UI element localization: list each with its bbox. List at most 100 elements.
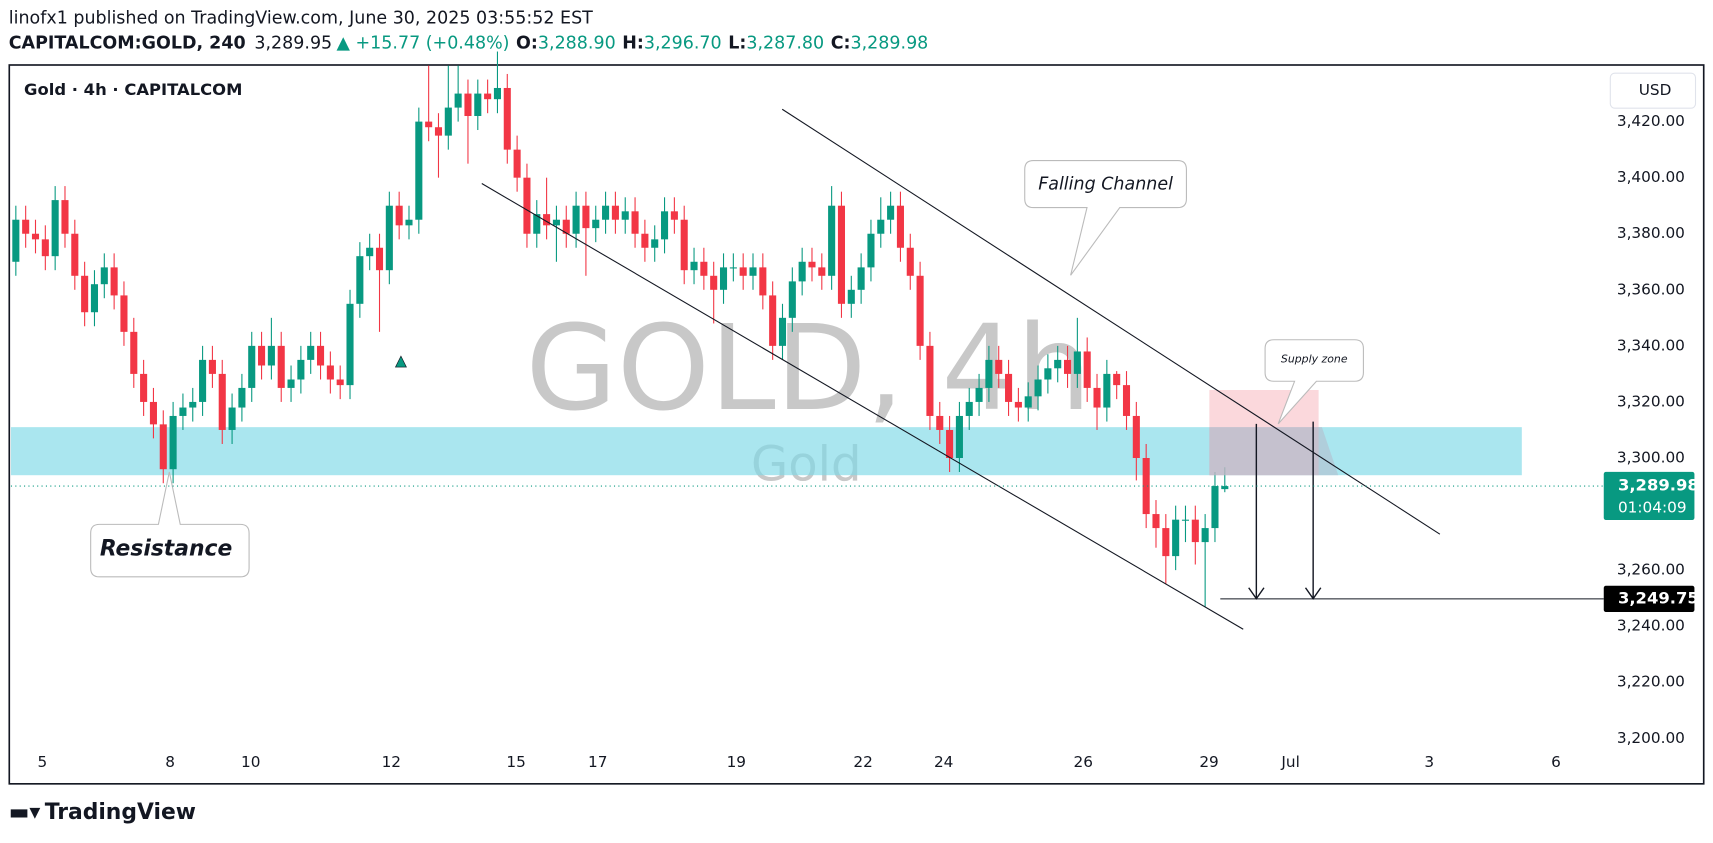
- callout: Supply zone: [1264, 339, 1364, 425]
- candle-body: [297, 359, 305, 380]
- candle-body: [523, 177, 531, 234]
- candle-body: [100, 267, 108, 285]
- candle-body: [464, 93, 472, 117]
- callout: Falling Channel: [1024, 160, 1187, 276]
- candle-body: [385, 205, 393, 271]
- candle-body: [267, 345, 275, 366]
- x-tick-label: 3: [1424, 753, 1434, 771]
- candle-body: [61, 200, 69, 234]
- x-tick-label: 29: [1199, 753, 1218, 771]
- candle-body: [336, 379, 344, 386]
- candle-body: [287, 379, 295, 388]
- candle-body: [700, 261, 708, 276]
- candle-body: [621, 211, 629, 220]
- c-label: C:: [831, 34, 851, 54]
- candle-body: [1044, 368, 1052, 380]
- candle-body: [1024, 396, 1032, 408]
- candle-body: [729, 267, 737, 269]
- y-tick-label: 3,340.00: [1617, 336, 1685, 354]
- candle-body: [769, 295, 777, 346]
- candle-body: [710, 275, 718, 290]
- x-tick-label: 6: [1551, 753, 1561, 771]
- candle-body: [81, 275, 89, 313]
- candle-body: [1014, 401, 1022, 408]
- supply-zone-overlay: [1209, 427, 1339, 476]
- o: 3,288.90: [538, 34, 616, 54]
- candle-body: [307, 345, 315, 360]
- last-price-label: 3,289.98: [1618, 476, 1699, 495]
- candle-body: [641, 233, 649, 248]
- x-tick-label: 15: [506, 753, 525, 771]
- candle-body: [1211, 486, 1219, 529]
- candle-body: [552, 219, 560, 226]
- candle-body: [759, 267, 767, 296]
- candle-body: [395, 205, 403, 226]
- x-tick-label: 17: [588, 753, 607, 771]
- candle-body: [1113, 373, 1121, 386]
- callout-box: [90, 471, 250, 578]
- candle-body: [1181, 519, 1190, 521]
- candle-body: [110, 267, 118, 296]
- candle-body: [975, 387, 983, 402]
- candle-body: [31, 233, 40, 240]
- candle-body: [1201, 528, 1209, 543]
- footer-logo: ▬▾ TradingView: [9, 800, 196, 825]
- candle-body: [995, 359, 1003, 374]
- currency-button[interactable]: [1609, 72, 1697, 109]
- x-tick-label: 12: [382, 753, 401, 771]
- channel-upper: [781, 108, 1441, 535]
- candle-body: [857, 267, 865, 290]
- candle-body: [1034, 379, 1042, 397]
- candle-body: [120, 295, 128, 332]
- y-tick-label: 3,300.00: [1617, 448, 1685, 466]
- watermark: GOLD, 4h: [526, 299, 1092, 437]
- callout-text: Falling Channel: [1038, 175, 1173, 195]
- callout-box: [1024, 160, 1187, 276]
- countdown: 01:04:09: [1618, 498, 1687, 516]
- candle-body: [22, 219, 30, 234]
- candle-body: [356, 256, 364, 304]
- candle-body: [582, 205, 590, 229]
- candle-body: [484, 93, 492, 100]
- candle-body: [808, 261, 816, 268]
- candle-body: [1221, 486, 1229, 490]
- candle-body: [955, 415, 963, 458]
- chart-title: Gold · 4h · CAPITALCOM: [24, 80, 242, 99]
- symbol-line: CAPITALCOM:GOLD, 240 3,289.95 ▲ +15.77 (+0…: [9, 34, 929, 54]
- candle-body: [140, 373, 148, 402]
- candle-body: [887, 205, 895, 220]
- candle-body: [415, 121, 423, 220]
- h: 3,296.70: [644, 34, 722, 54]
- logo-text: TradingView: [45, 800, 196, 825]
- last-price-box: [1603, 471, 1695, 520]
- callout-text: Supply zone: [1281, 352, 1348, 365]
- callout-text: Resistance: [100, 537, 232, 562]
- l: 3,287.80: [746, 34, 824, 54]
- candle-body: [946, 429, 954, 458]
- candle-body: [199, 359, 207, 402]
- candle-body: [405, 219, 413, 226]
- candles: [12, 51, 1229, 607]
- y-tick-label: 3,380.00: [1617, 224, 1685, 242]
- y-tick-label: 3,320.00: [1617, 392, 1685, 410]
- x-tick-label: 22: [853, 753, 872, 771]
- candle-body: [513, 149, 521, 178]
- last: 3,289.95: [254, 34, 332, 54]
- candle-body: [739, 267, 747, 276]
- candle-body: [189, 401, 197, 408]
- candle-body: [916, 275, 924, 346]
- candle-body: [562, 219, 570, 234]
- candle-body: [454, 93, 462, 108]
- candle-body: [828, 205, 836, 276]
- y-tick-label: 3,240.00: [1617, 617, 1685, 635]
- candle-body: [1191, 519, 1199, 543]
- candle-body: [248, 345, 256, 388]
- x-tick-label: 5: [38, 753, 48, 771]
- y-tick-label: 3,220.00: [1617, 673, 1685, 691]
- candle-body: [90, 284, 99, 313]
- signal-marker: [394, 355, 407, 368]
- candle-body: [149, 401, 157, 425]
- candle-body: [1083, 351, 1091, 388]
- candle-body: [1103, 373, 1111, 408]
